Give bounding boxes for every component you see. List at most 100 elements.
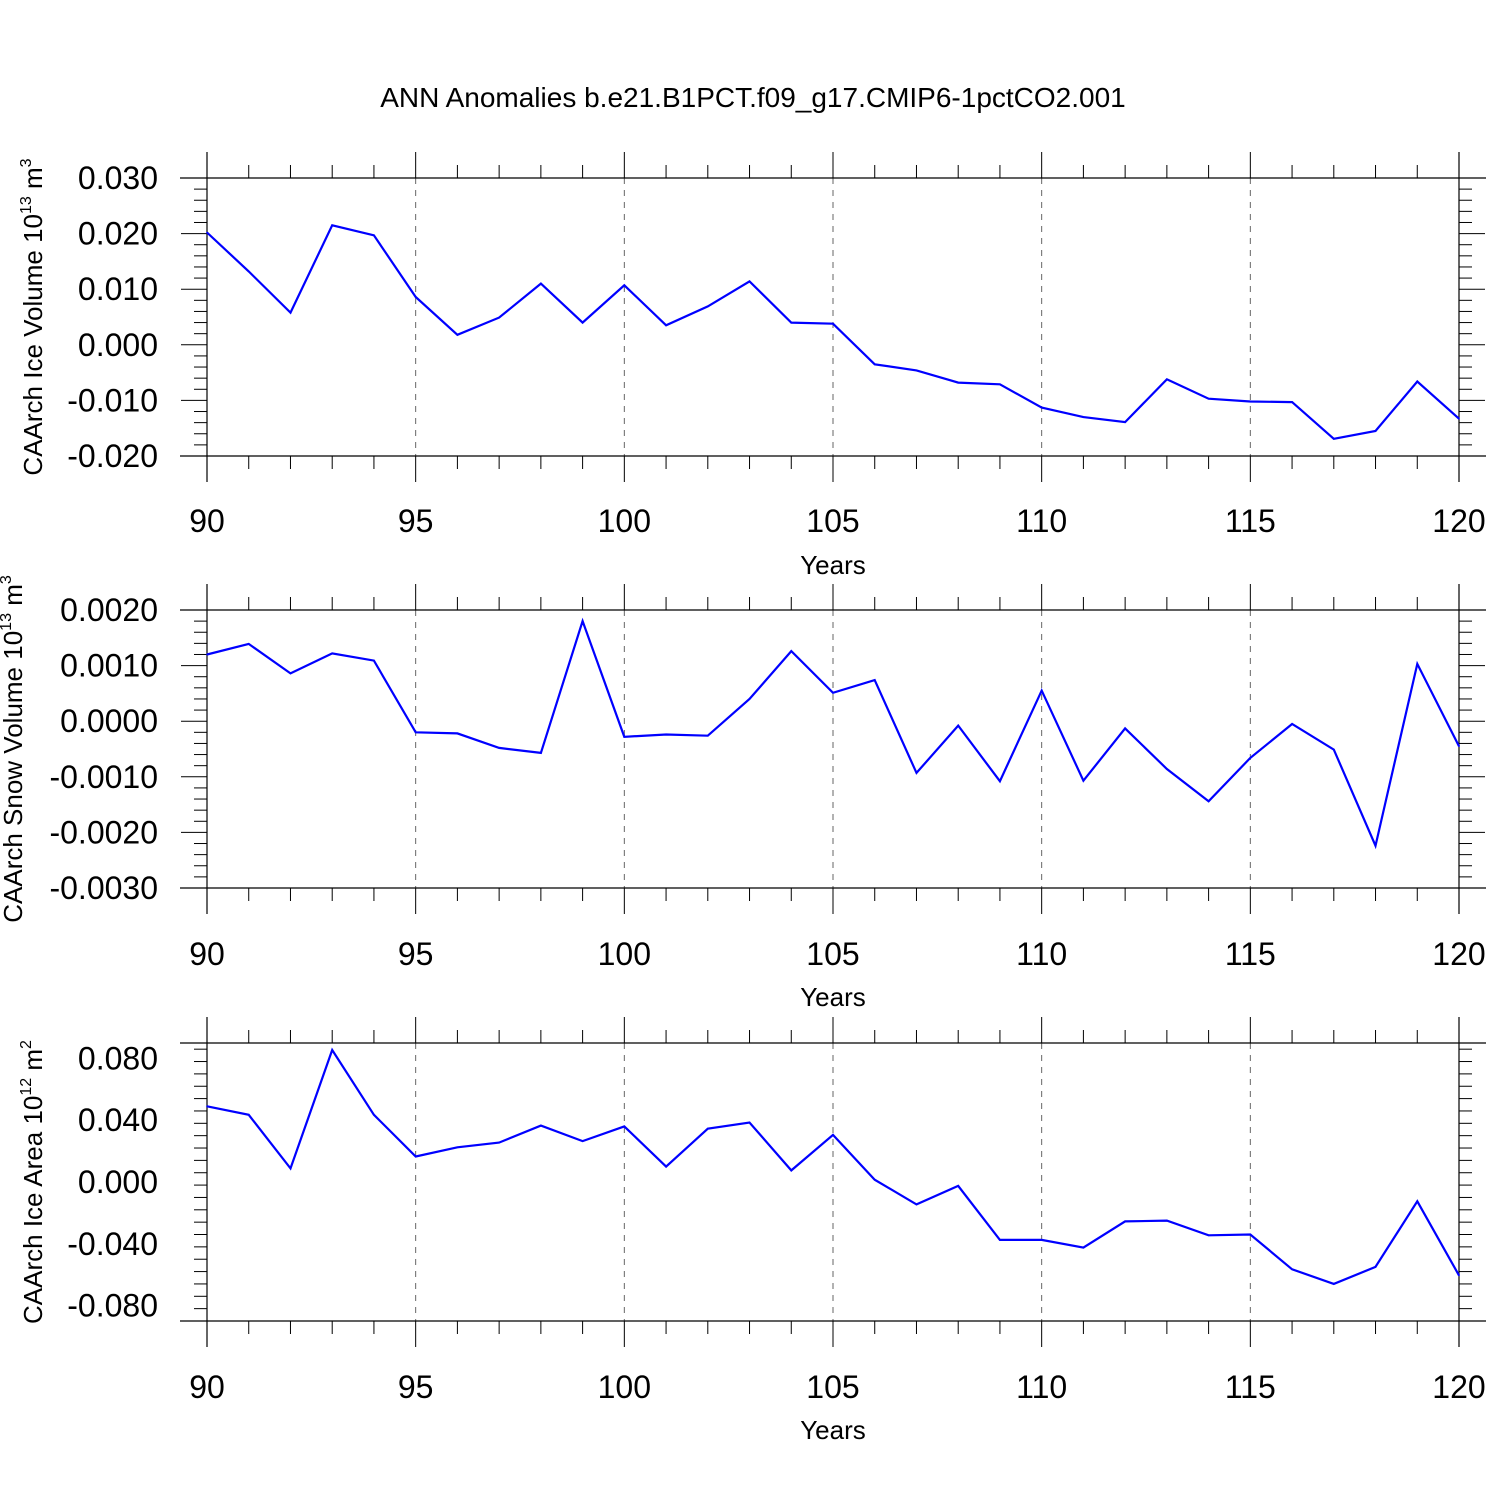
data-point [581, 1140, 584, 1142]
data-point [623, 735, 626, 738]
data-point [456, 333, 459, 336]
data-point [247, 270, 250, 273]
data-point [748, 698, 751, 700]
x-tick-label: 105 [806, 936, 859, 972]
data-point [832, 692, 834, 694]
x-tick-label: 95 [398, 503, 434, 539]
y-axis-title-exponent: 12 [18, 1078, 35, 1096]
y-axis-title-exponent: 13 [18, 196, 35, 214]
data-point [1207, 1234, 1210, 1237]
x-tick-label: 120 [1432, 936, 1485, 972]
y-axis-title: CAArch Ice Area 1012 m2 [18, 1040, 48, 1324]
data-point [999, 1239, 1001, 1241]
data-point [540, 752, 542, 754]
data-point [1249, 400, 1252, 403]
x-tick-label: 95 [398, 1369, 434, 1405]
data-point [957, 1185, 959, 1187]
data-point [873, 679, 876, 681]
data-point [331, 652, 334, 655]
data-point [1166, 378, 1168, 381]
data-point [790, 650, 793, 652]
data-point [873, 363, 876, 366]
data-point [456, 1146, 459, 1149]
data-point [915, 1203, 918, 1206]
y-tick-label: 0.080 [78, 1040, 158, 1076]
data-point [289, 311, 292, 314]
data-point [1124, 727, 1126, 730]
y-axis-title-text: CAArch Ice Volume 10 [18, 214, 48, 476]
x-tick-label: 105 [806, 1369, 859, 1405]
x-axis-title: Years [800, 550, 866, 580]
data-point [414, 1155, 417, 1158]
data-point [1374, 844, 1377, 847]
data-point [498, 316, 500, 319]
y-axis-title-text: CAArch Ice Area 10 [18, 1096, 48, 1324]
data-point [1291, 401, 1293, 403]
y-tick-label: 0.000 [78, 327, 158, 363]
x-tick-label: 110 [1016, 1369, 1067, 1405]
data-point [540, 1124, 542, 1127]
x-tick-label: 90 [189, 936, 225, 972]
data-point [1458, 417, 1460, 420]
data-point [999, 780, 1001, 783]
data-point [247, 1114, 250, 1116]
data-point [1333, 1283, 1335, 1285]
x-tick-label: 100 [598, 503, 651, 539]
x-axis-title: Years [800, 1415, 866, 1445]
x-tick-label: 120 [1432, 1369, 1485, 1405]
data-point [540, 282, 542, 285]
data-point [957, 381, 959, 384]
x-tick-label: 115 [1225, 936, 1276, 972]
data-point [1166, 768, 1168, 770]
y-axis-title-unit: m [18, 167, 48, 196]
data-point [1374, 430, 1377, 432]
y-tick-label: 0.030 [78, 160, 158, 196]
data-point [247, 643, 250, 645]
y-tick-label: 0.000 [78, 1164, 158, 1200]
data-point [1207, 397, 1210, 400]
x-tick-label: 95 [398, 936, 434, 972]
y-axis-title-unit: m [18, 1049, 48, 1078]
y-axis-title: CAArch Snow Volume 1013 m3 [0, 575, 28, 923]
data-point [1082, 1246, 1085, 1249]
y-tick-label: -0.0020 [49, 814, 158, 850]
data-point [206, 653, 208, 656]
x-tick-label: 90 [189, 1369, 225, 1405]
x-tick-label: 110 [1016, 936, 1067, 972]
data-point [748, 1121, 751, 1124]
y-tick-label: 0.0010 [60, 648, 158, 684]
data-point [289, 672, 292, 675]
data-point [1040, 406, 1043, 409]
data-point [915, 772, 918, 774]
y-tick-label: 0.020 [78, 216, 158, 252]
data-point [665, 1165, 667, 1168]
data-point [414, 296, 417, 298]
data-point [373, 659, 375, 662]
data-point [373, 1114, 375, 1116]
data-point [748, 280, 751, 283]
y-tick-label: 0.040 [78, 1102, 158, 1138]
data-point [707, 1127, 709, 1130]
data-point [707, 734, 709, 737]
x-tick-label: 105 [806, 503, 859, 539]
y-axis-title: CAArch Ice Volume 1013 m3 [18, 158, 48, 475]
y-tick-label: -0.010 [67, 382, 158, 418]
x-tick-label: 110 [1016, 503, 1067, 539]
data-point [623, 1125, 626, 1128]
data-point [665, 733, 667, 736]
data-point [832, 1134, 834, 1136]
data-point [1249, 757, 1252, 759]
chart-panel-1: 90 95 100 105 110 115 120 -0.020 -0.010 0.000 0.01… [18, 152, 1486, 580]
y-axis-title-text: CAArch Snow Volume 10 [0, 631, 28, 923]
data-point [1207, 800, 1210, 803]
data-point [873, 1178, 876, 1181]
data-point [1416, 663, 1419, 665]
data-point [707, 305, 709, 308]
data-point [456, 732, 459, 735]
data-point [331, 1049, 334, 1051]
data-point [1333, 748, 1335, 751]
data-point [957, 724, 959, 727]
data-point [790, 321, 793, 324]
data-point [498, 1141, 500, 1144]
data-point [1124, 1220, 1126, 1223]
